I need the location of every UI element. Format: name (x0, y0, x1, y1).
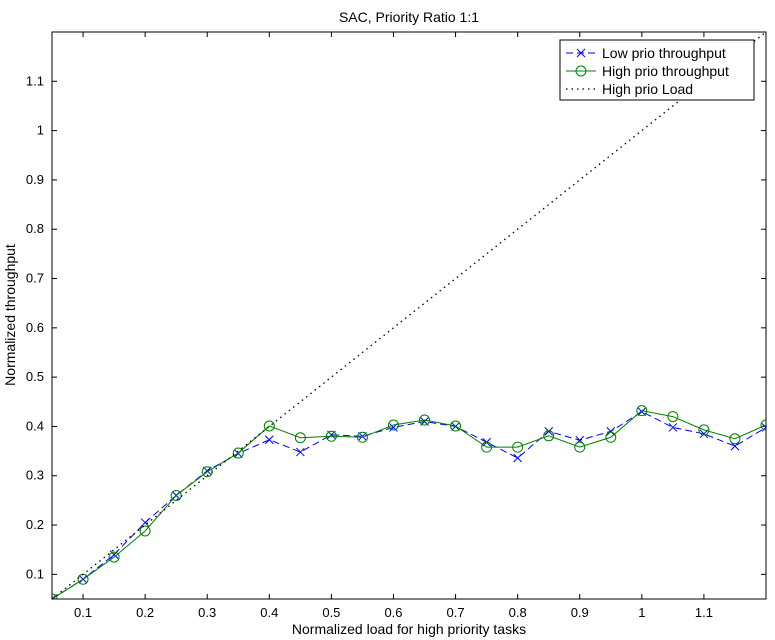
y-tick-label: 0.6 (26, 320, 44, 335)
legend-entry: High prio Load (566, 81, 693, 97)
x-tick-label: 0.6 (384, 605, 402, 620)
data-point (263, 420, 275, 432)
y-tick-label: 0.8 (26, 221, 44, 236)
data-point (605, 431, 617, 443)
data-point (668, 423, 678, 432)
data-point (481, 441, 493, 453)
data-point (512, 441, 524, 453)
x-tick-label: 0.2 (136, 605, 154, 620)
data-point (294, 432, 306, 444)
data-point (387, 419, 399, 431)
plot-area (51, 31, 767, 600)
y-axis-label: Normalized throughput (2, 244, 18, 386)
series-high-prio-throughput (52, 405, 766, 599)
data-point (513, 453, 523, 463)
x-tick-label: 0.8 (509, 605, 527, 620)
legend-box (559, 39, 755, 101)
legend-entry: Low prio throughput (566, 45, 726, 61)
series-line (52, 411, 766, 599)
y-tick-label: 1 (37, 123, 44, 138)
data-point (698, 424, 710, 436)
y-tick-label: 1.1 (26, 73, 44, 88)
y-axis: 0.1 0.2 0.3 0.4 0.5 0.6 0.7 0.8 0.9 1 1.1 (26, 73, 766, 581)
x-tick-label: 0.9 (571, 605, 589, 620)
x-tick-label: 0.3 (198, 605, 216, 620)
y-tick-label: 0.9 (26, 172, 44, 187)
x-tick-label: 0.4 (260, 605, 278, 620)
data-point (761, 423, 766, 432)
x-axis: 0.1 0.2 0.3 0.4 0.5 0.6 0.7 0.8 0.9 1 1.1 (74, 32, 713, 620)
y-tick-label: 0.2 (26, 517, 44, 532)
series-layer (52, 32, 766, 599)
data-point (108, 551, 120, 563)
y-tick-label: 0.1 (26, 566, 44, 581)
data-point (450, 420, 462, 432)
y-tick-label: 0.5 (26, 369, 44, 384)
y-tick-label: 0.7 (26, 271, 44, 286)
x-tick-label: 0.1 (74, 605, 92, 620)
data-point (170, 489, 182, 501)
legend: Low prio throughput High prio throughput H… (559, 39, 755, 101)
data-point (325, 430, 337, 442)
series-line (52, 32, 766, 599)
x-tick-label: 1.1 (695, 605, 713, 620)
data-point (667, 411, 679, 423)
x-tick-label: 0.5 (322, 605, 340, 620)
data-point (356, 431, 368, 443)
data-point (139, 525, 151, 537)
series-high-prio-load (52, 32, 766, 599)
x-axis-label: Normalized load for high priority tasks (292, 621, 526, 637)
data-point (109, 550, 119, 559)
data-point (232, 447, 244, 459)
data-point (140, 518, 150, 527)
y-tick-label: 0.3 (26, 468, 44, 483)
legend-label: Low prio throughput (602, 45, 726, 61)
data-point (419, 414, 431, 426)
data-point (606, 427, 616, 436)
x-tick-label: 0.7 (447, 605, 465, 620)
data-point (264, 435, 274, 445)
data-point (636, 405, 648, 417)
y-tick-label: 0.4 (26, 418, 44, 433)
legend-label: High prio throughput (602, 63, 729, 79)
data-point (543, 430, 555, 442)
legend-marker (575, 65, 587, 77)
legend-label: High prio Load (602, 81, 693, 97)
data-point (760, 419, 766, 431)
legend-entry: High prio throughput (566, 63, 729, 79)
x-tick-label: 1 (638, 605, 645, 620)
data-point (729, 433, 741, 445)
data-point (574, 441, 586, 453)
legend-marker (576, 48, 586, 58)
data-point (295, 447, 305, 457)
data-point (544, 427, 554, 436)
chart-title: SAC, Priority Ratio 1:1 (339, 9, 479, 25)
data-point (52, 594, 57, 599)
